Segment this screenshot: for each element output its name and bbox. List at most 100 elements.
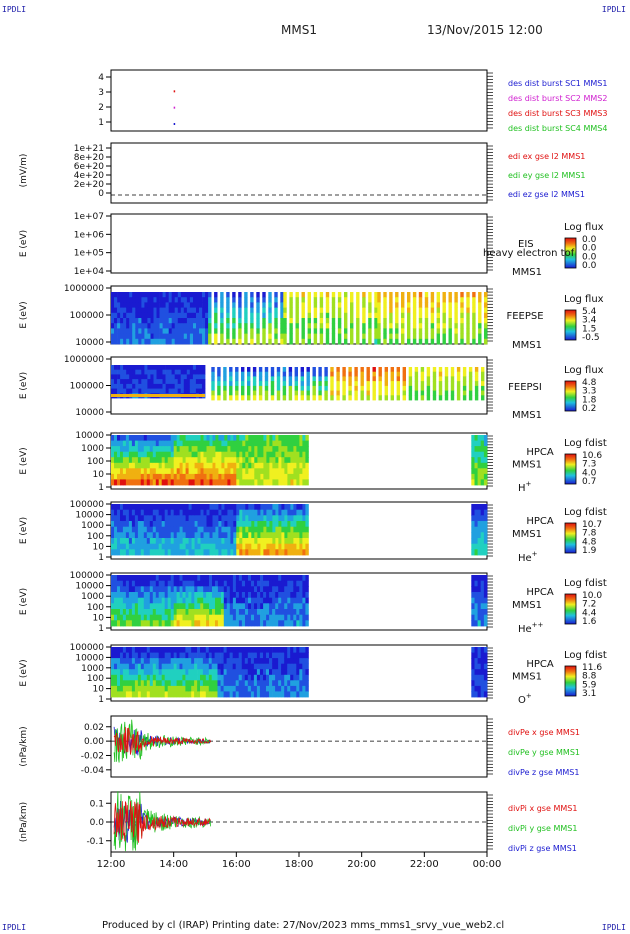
spectrogram-cell (161, 603, 166, 610)
spectrogram-cell (125, 597, 130, 604)
spectrogram-cell (227, 440, 231, 447)
spectrogram-cell (185, 586, 189, 593)
spectrogram-cell (117, 521, 121, 528)
spectrogram-cell (217, 620, 222, 627)
spectrogram-cell (183, 307, 188, 314)
spectrogram-cell (233, 526, 237, 533)
spectrogram-cell (217, 395, 221, 401)
spectrogram-cell (232, 669, 237, 676)
spectrogram-cell (156, 297, 160, 303)
spectrogram-cell (284, 685, 288, 692)
spectrogram-cell (226, 575, 231, 582)
spectrogram-cell (188, 515, 192, 522)
spectrogram-cell (342, 395, 346, 401)
spectrogram-cell (206, 580, 210, 587)
spectrogram-cell (114, 457, 118, 464)
spectrogram-cell (272, 532, 276, 539)
spectrogram-cell (126, 383, 130, 389)
spectrogram-cell (478, 333, 482, 340)
spectrogram-cell (245, 543, 249, 550)
spectrogram-cell (275, 580, 279, 587)
spectrogram-cell (420, 376, 425, 382)
spectrogram-cell (241, 385, 245, 391)
spectrogram-cell (232, 575, 237, 582)
spectrogram-cell (117, 312, 121, 319)
spectrogram-cell (262, 333, 266, 340)
spectrogram-cell (114, 440, 118, 447)
spectrogram-cell (266, 586, 270, 593)
spectrogram-cell (301, 318, 305, 324)
spectrogram-cell (229, 652, 233, 659)
spectrogram-cell (302, 504, 306, 511)
spectrogram-cell (230, 526, 234, 533)
spectrogram-cell (248, 479, 252, 486)
spectrogram-cell (259, 680, 264, 687)
spectrogram-cell (270, 367, 275, 373)
spectrogram-cell (176, 685, 180, 692)
spectrogram-cell (147, 318, 151, 324)
spectrogram-cell (128, 446, 133, 453)
spectrogram-cell (191, 462, 195, 469)
spectrogram-cell (284, 586, 288, 593)
spectrogram-cell (214, 691, 218, 698)
spectrogram-cell (266, 614, 270, 621)
spectrogram-cell (161, 468, 166, 475)
spectrogram-cell (230, 457, 234, 464)
colorbar-title: Log flux (564, 294, 604, 305)
spectrogram-cell (289, 302, 293, 308)
spectrogram-cell (384, 371, 388, 377)
spectrogram-cell (194, 462, 198, 469)
spectrogram-cell (155, 457, 160, 464)
spectrogram-cell (395, 297, 399, 303)
spectrogram-cell (471, 609, 475, 616)
spectrogram-cell (161, 440, 166, 447)
spectrogram-cell (275, 549, 279, 556)
spectrogram-cell (250, 307, 254, 314)
spectrogram-cell (182, 685, 186, 692)
spectrogram-cell (174, 379, 179, 385)
spectrogram-cell (362, 292, 366, 298)
spectrogram-cell (111, 691, 115, 698)
colorbar (564, 593, 577, 625)
spectrogram-cell (128, 462, 133, 469)
spectrogram-cell (289, 297, 293, 303)
spectrogram-cell (170, 652, 175, 659)
spectrogram-cell (167, 532, 172, 539)
spectrogram-cell (134, 457, 139, 464)
spectrogram-cell (197, 451, 201, 458)
spectrogram-cell (114, 292, 118, 298)
spectrogram-cell (120, 435, 124, 441)
spectrogram-cell (295, 292, 299, 298)
spectrogram-cell (161, 597, 166, 604)
spectrogram-cell (149, 580, 154, 587)
spectrogram-cell (146, 451, 151, 458)
spectrogram-cell (218, 515, 222, 522)
spectrogram-cell (235, 691, 240, 698)
spectrogram-cell (295, 338, 299, 345)
spectrogram-cell (269, 532, 273, 539)
spectrogram-cell (244, 318, 248, 324)
spectrogram-cell (471, 620, 475, 627)
spectrogram-cell (202, 292, 206, 298)
spectrogram-cell (257, 586, 261, 593)
spectrogram-cell (117, 647, 121, 653)
spectrogram-cell (128, 543, 133, 550)
spectrogram-cell (128, 663, 133, 670)
spectrogram-cell (483, 597, 488, 604)
spectrogram-cell (203, 451, 207, 458)
spectrogram-cell (280, 302, 284, 308)
spectrogram-cell (350, 307, 354, 314)
spectrogram-cell (305, 658, 309, 665)
spectrogram-cell (191, 609, 195, 616)
spectrogram-cell (368, 302, 372, 308)
spectrogram-cell (438, 395, 443, 401)
spectrogram-cell (212, 614, 216, 621)
spectrogram-cell (248, 451, 252, 458)
spectrogram-cell (120, 365, 124, 371)
spectrogram-cell (117, 526, 121, 533)
spectrogram-cell (177, 388, 182, 394)
spectrogram-cell (188, 538, 192, 545)
spectrogram-cell (212, 435, 216, 441)
spectrogram-cell (212, 532, 216, 539)
spectrogram-cell (337, 323, 342, 329)
